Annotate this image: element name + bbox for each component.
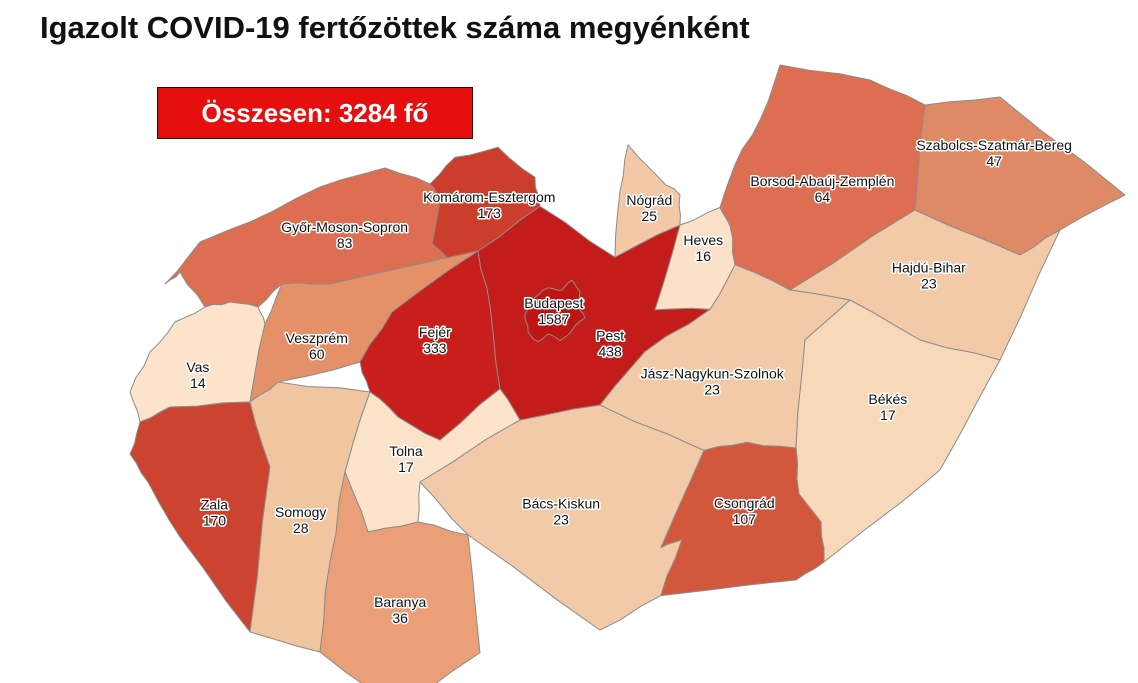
svg-text:Zala170: Zala 170 (201, 497, 228, 529)
svg-text:Pest438: Pest 438 (596, 328, 624, 360)
svg-text:Fejér333: Fejér 333 (419, 324, 451, 356)
